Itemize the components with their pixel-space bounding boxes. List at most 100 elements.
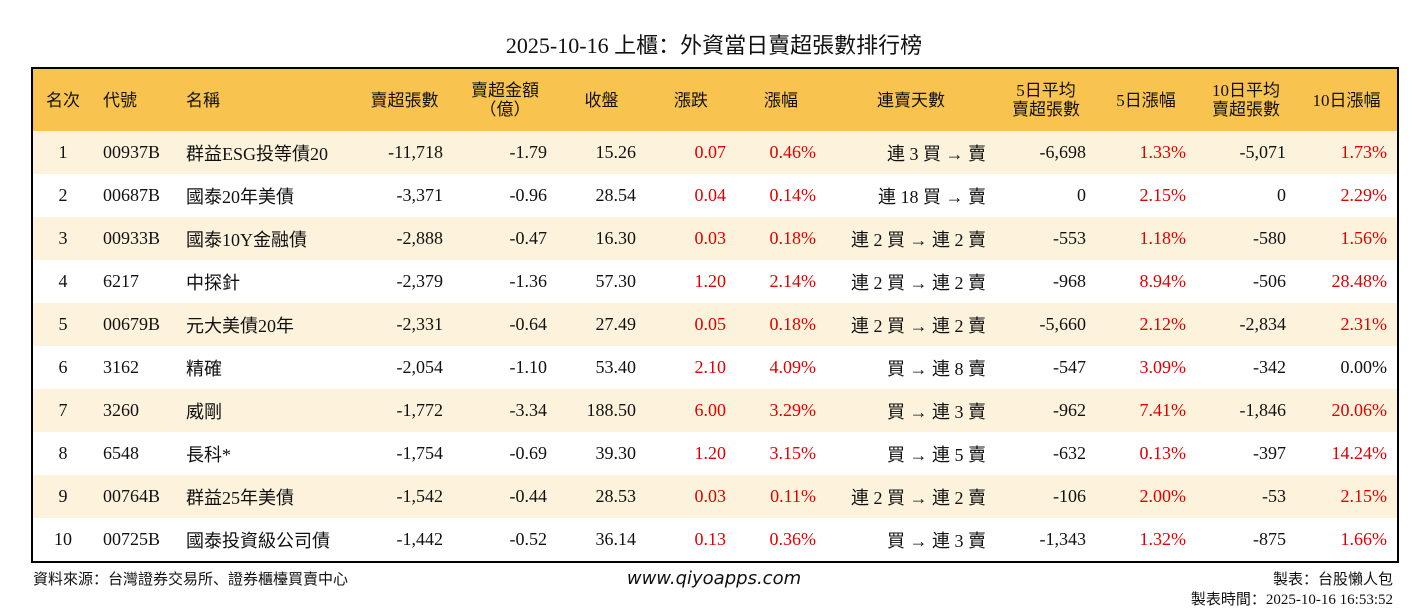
table-cell: 7.41% bbox=[1096, 389, 1196, 432]
table-cell: 1 bbox=[32, 131, 93, 174]
table-cell: 2.15% bbox=[1296, 475, 1398, 518]
table-cell: 53.40 bbox=[595, 357, 637, 377]
table-cell: 0.00% bbox=[1340, 357, 1388, 377]
table-cell: -1,754 bbox=[396, 443, 444, 463]
header-text: 賣超金額 bbox=[471, 81, 539, 100]
header-text: 5日漲幅 bbox=[1116, 90, 1176, 110]
table-cell: 28.54 bbox=[595, 185, 637, 205]
header-text: 賣超張數 bbox=[1212, 100, 1280, 119]
table-cell: 9 bbox=[32, 475, 93, 518]
table-cell: -106 bbox=[996, 475, 1096, 518]
table-cell: -342 bbox=[1253, 357, 1286, 377]
table-cell: -53 bbox=[1196, 475, 1296, 518]
table-cell: 0.36% bbox=[769, 529, 817, 549]
table-cell: 1.66% bbox=[1340, 529, 1388, 549]
table-cell: 中探針 bbox=[186, 272, 240, 293]
table-cell: 28.48% bbox=[1331, 271, 1388, 291]
table-cell: -875 bbox=[1253, 529, 1286, 549]
table-cell: 0.05 bbox=[646, 303, 736, 346]
table-cell: -1,542 bbox=[356, 475, 453, 518]
table-cell: 買 → 連 5 賣 bbox=[887, 444, 986, 465]
header-cell: 賣超張數 bbox=[356, 68, 453, 131]
source: 資料來源：台灣證券交易所、證券櫃檯買賣中心 bbox=[33, 572, 349, 588]
header-text: 收盤 bbox=[584, 90, 619, 110]
header-text: 名稱 bbox=[186, 90, 220, 110]
table-cell: 00725B bbox=[103, 529, 161, 549]
table-cell: 群益25年美債 bbox=[176, 475, 356, 518]
table-cell: -0.47 bbox=[453, 217, 557, 260]
table-cell: -1,846 bbox=[1196, 389, 1296, 432]
table-cell: 10 bbox=[54, 529, 72, 549]
table-cell: -0.44 bbox=[453, 475, 557, 518]
table-cell: 1.18% bbox=[1096, 217, 1196, 260]
header-text: 漲跌 bbox=[674, 90, 708, 110]
table-cell: 0.03 bbox=[646, 217, 736, 260]
header-cell: 漲幅 bbox=[736, 68, 826, 131]
table-cell: -0.52 bbox=[509, 529, 548, 549]
table-cell: 連 3 買 → 賣 bbox=[826, 131, 996, 174]
table-row: 8 6548 長科* -1,754 -0.69 39.30 1.20 3.15% 買 → 連 5… bbox=[32, 432, 1398, 475]
table-cell: 0 bbox=[1077, 185, 1086, 205]
table-row: 9 00764B 群益25年美債 -1,542 -0.44 28.53 0.03 0.11% 連… bbox=[32, 475, 1398, 518]
table-cell: -0.64 bbox=[453, 303, 557, 346]
table-cell: -2,834 bbox=[1196, 303, 1296, 346]
table-row: 10 00725B 國泰投資級公司債 -1,442 -0.52 36.14 0.13 0.36… bbox=[32, 518, 1398, 562]
table-cell: 買 → 連 8 賣 bbox=[887, 358, 986, 379]
table-cell: 16.30 bbox=[557, 217, 646, 260]
header-cell: 賣超金額 （億） bbox=[453, 68, 557, 131]
header-text: 名次 bbox=[46, 90, 80, 110]
table-cell: 買 → 連 3 賣 bbox=[826, 389, 996, 432]
maker: 製表：台股懶人包 bbox=[1272, 572, 1393, 588]
table-cell: 4.09% bbox=[769, 357, 817, 377]
table-cell: 6.00 bbox=[646, 389, 736, 432]
header-text: （億） bbox=[479, 100, 531, 119]
table-cell: -2,054 bbox=[396, 357, 444, 377]
table-cell: 連 2 買 → 連 2 賣 bbox=[826, 303, 996, 346]
header-cell: 連賣天數 bbox=[826, 68, 996, 131]
table-cell: -968 bbox=[1053, 271, 1086, 291]
table-cell: -506 bbox=[1253, 271, 1286, 291]
table-cell: 1.73% bbox=[1296, 131, 1398, 174]
header-cell: 漲跌 bbox=[646, 68, 736, 131]
table-cell: 1.20 bbox=[694, 271, 727, 291]
table-cell: 1.32% bbox=[1139, 529, 1187, 549]
table-cell: 6548 bbox=[103, 443, 139, 463]
header-text: 10日漲幅 bbox=[1312, 90, 1381, 110]
table-cell: 2.00% bbox=[1096, 475, 1196, 518]
table-cell: 00679B bbox=[93, 303, 176, 346]
header-cell: 名次 bbox=[32, 68, 93, 131]
table-cell: 36.14 bbox=[595, 529, 637, 549]
table-cell: 買 → 連 3 賣 bbox=[887, 530, 986, 551]
table-cell: -0.96 bbox=[509, 185, 548, 205]
table-cell: 2.12% bbox=[1096, 303, 1196, 346]
table-cell: 57.30 bbox=[595, 271, 637, 291]
table-cell: 00687B bbox=[103, 185, 161, 205]
table-cell: 7 bbox=[32, 389, 93, 432]
table-cell: 1.33% bbox=[1096, 131, 1196, 174]
table-cell: 連 2 買 → 連 2 賣 bbox=[826, 217, 996, 260]
table-cell: 0.11% bbox=[736, 475, 826, 518]
table-cell: 威剛 bbox=[176, 389, 356, 432]
header-text: 10日平均 bbox=[1212, 81, 1280, 100]
table-cell: 2.31% bbox=[1296, 303, 1398, 346]
table-cell: 0.07 bbox=[646, 131, 736, 174]
table-cell: 2 bbox=[58, 185, 68, 205]
table-cell: 188.50 bbox=[557, 389, 646, 432]
header-text: 賣超張數 bbox=[1012, 100, 1080, 119]
table-cell: 00937B bbox=[93, 131, 176, 174]
table-cell: 精確 bbox=[186, 358, 222, 379]
site: www.qiyoapps.com bbox=[626, 568, 802, 589]
header-cell: 5日漲幅 bbox=[1096, 68, 1196, 131]
table-cell: 群益ESG投等債20 bbox=[176, 131, 356, 174]
header-cell: 5日平均 賣超張數 bbox=[996, 68, 1096, 131]
header-row: 名次 代號 名稱 賣超張數 賣超金額 （億） 收盤 漲跌 漲幅 連賣天數 5日平均 賣超張數 5日漲幅 1… bbox=[32, 68, 1398, 131]
table-cell: 28.53 bbox=[557, 475, 646, 518]
table-cell: 3260 bbox=[93, 389, 176, 432]
table-cell: -547 bbox=[1053, 357, 1086, 377]
table-cell: 6 bbox=[58, 357, 68, 377]
table-cell: 3 bbox=[32, 217, 93, 260]
table-cell: 連 18 買 → 賣 bbox=[878, 186, 986, 207]
table-cell: 8 bbox=[58, 443, 68, 463]
table-cell: 國泰10Y金融債 bbox=[176, 217, 356, 260]
